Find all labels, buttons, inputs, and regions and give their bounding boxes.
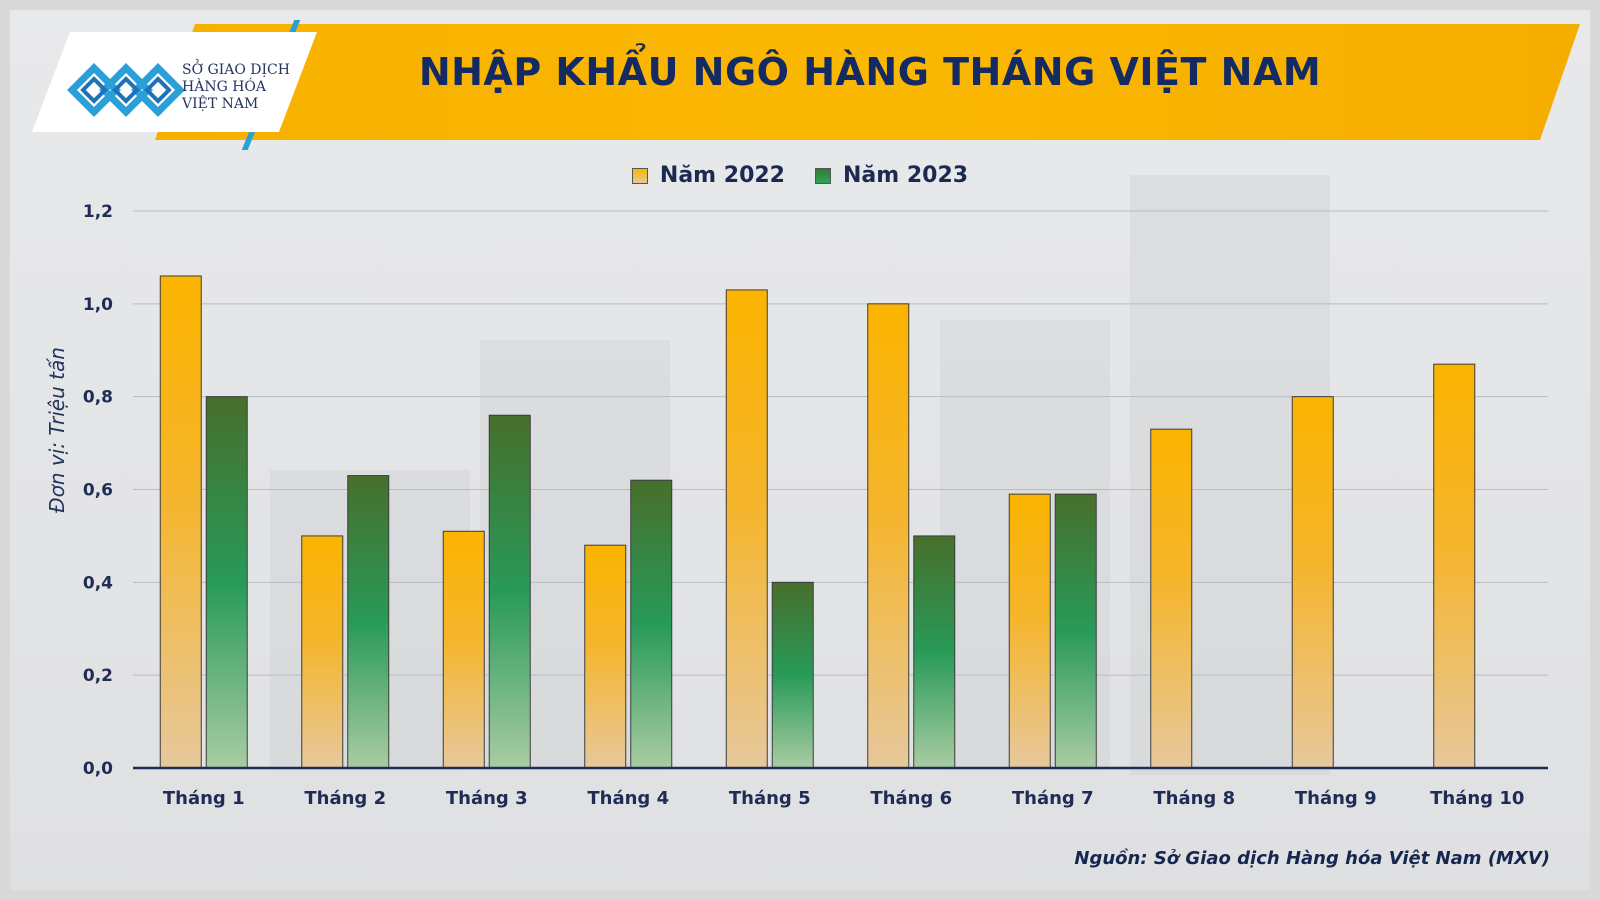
legend-swatch-2023 <box>815 167 831 184</box>
legend-label-2022: Năm 2022 <box>659 163 785 188</box>
x-tick-label: Tháng 1 <box>163 788 245 809</box>
bar-2022-7 <box>1008 493 1051 769</box>
chart-frame: SỞ GIAO DỊCH HÀNG HÓA VIỆT NAM NHẬP KHẨU… <box>10 10 1590 890</box>
bar-2022-4 <box>584 544 627 769</box>
bar-2022-10 <box>1433 363 1476 769</box>
y-tick-label: 0,8 <box>83 388 113 408</box>
title-banner <box>155 24 1580 140</box>
bar-2022-2 <box>301 535 344 769</box>
x-tick-label: Tháng 9 <box>1295 788 1377 809</box>
bar-2022-3 <box>442 530 485 769</box>
bar-2023-1 <box>205 396 248 769</box>
y-tick-label: 1,2 <box>83 202 113 222</box>
bar-2022-9 <box>1291 396 1334 769</box>
bar-2022-6 <box>867 303 910 769</box>
x-tick-label: Tháng 2 <box>304 788 386 809</box>
y-tick-label: 0,2 <box>83 666 113 686</box>
legend-label-2023: Năm 2023 <box>843 163 969 188</box>
bar-2022-8 <box>1150 428 1193 769</box>
chart-title: NHẬP KHẨU NGÔ HÀNG THÁNG VIỆT NAM <box>418 50 1322 94</box>
x-tick-label: Tháng 8 <box>1153 788 1235 809</box>
bar-2022-1 <box>159 275 202 769</box>
x-tick-label: Tháng 7 <box>1012 788 1094 809</box>
y-tick-label: 0,6 <box>83 481 113 501</box>
mxv-logo-icon <box>62 32 212 132</box>
logo-wordmark: SỞ GIAO DỊCH HÀNG HÓA VIỆT NAM <box>182 62 290 113</box>
x-tick-label: Tháng 3 <box>446 788 528 809</box>
x-tick-label: Tháng 10 <box>1430 788 1524 809</box>
bar-chart: 0,0 0,2 0,4 0,6 0,8 1,0 1,2 Tháng 1 Tháng 2 Tháng… <box>83 202 1548 809</box>
bar-2023-6 <box>913 535 956 769</box>
bar-2023-3 <box>488 414 531 769</box>
bar-2023-7 <box>1054 493 1097 769</box>
x-tick-label: Tháng 5 <box>729 788 811 809</box>
logo-line-2: HÀNG HÓA <box>182 79 266 95</box>
x-tick-label: Tháng 4 <box>587 788 669 809</box>
source-note: Nguồn: Sở Giao dịch Hàng hóa Việt Nam (M… <box>1074 848 1550 869</box>
logo-line-3: VIỆT NAM <box>182 96 259 112</box>
y-tick-label: 0,4 <box>83 573 113 593</box>
bar-2023-4 <box>630 479 673 769</box>
legend-item-2022: Năm 2022 <box>631 163 785 188</box>
bar-2023-2 <box>347 475 390 769</box>
x-tick-label: Tháng 6 <box>870 788 952 809</box>
y-tick-label: 0,0 <box>83 759 113 779</box>
logo-line-1: SỞ GIAO DỊCH <box>182 62 290 78</box>
bar-2022-5 <box>725 289 768 769</box>
chart-legend: Năm 2022 Năm 2023 <box>10 163 1590 188</box>
logo-card: SỞ GIAO DỊCH HÀNG HÓA VIỆT NAM <box>32 32 317 132</box>
legend-swatch-2022 <box>631 167 648 184</box>
bar-2023-5 <box>771 581 814 769</box>
y-tick-label: 1,0 <box>83 295 113 315</box>
legend-item-2023: Năm 2023 <box>815 163 968 188</box>
